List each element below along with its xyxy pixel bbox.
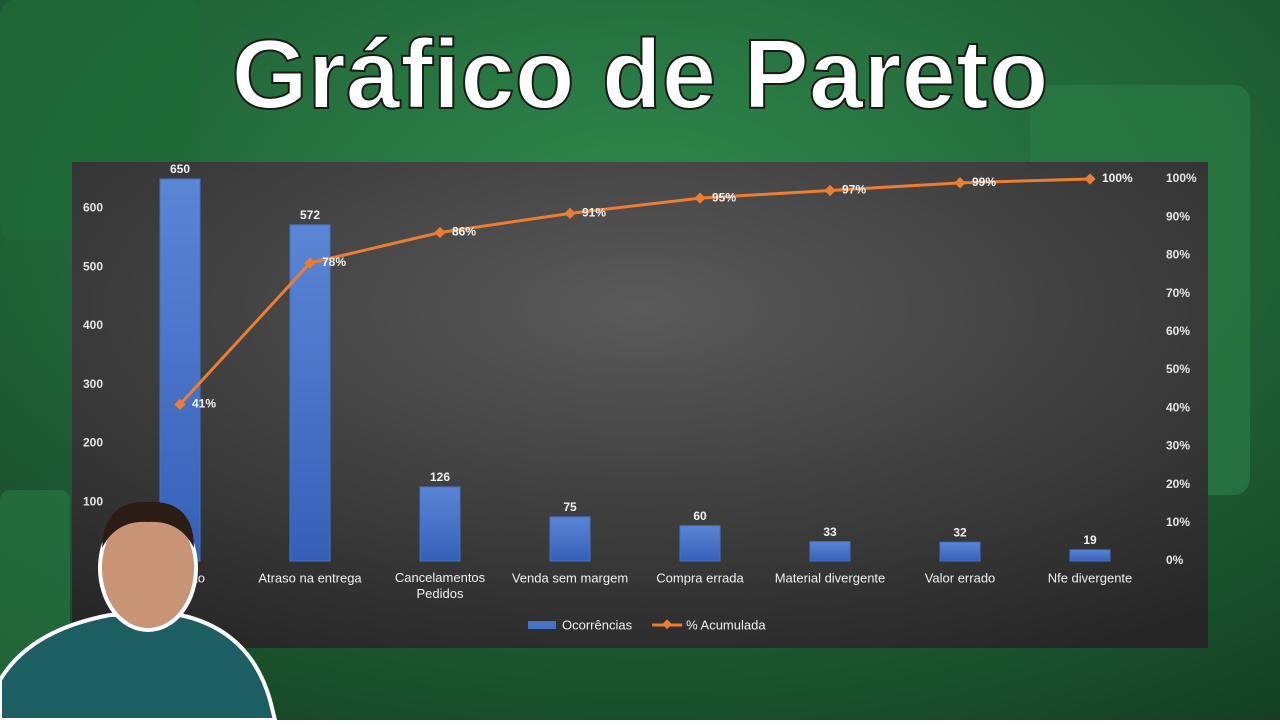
y2-tick-label: 20%	[1166, 477, 1190, 491]
marker	[694, 192, 706, 204]
data-label: 650	[170, 162, 190, 176]
legend-label: % Acumulada	[686, 617, 766, 632]
data-label: 19	[1083, 533, 1097, 547]
presenter	[0, 501, 278, 722]
y2-tick-label: 40%	[1166, 400, 1190, 414]
data-label: 78%	[322, 255, 346, 269]
bar	[289, 224, 331, 562]
x-tick-label: Venda sem margem	[512, 570, 628, 585]
data-label: 60	[693, 509, 707, 523]
y-tick-label: 200	[83, 436, 103, 450]
data-label: 572	[300, 208, 320, 222]
y-tick-label: 400	[83, 318, 103, 332]
data-label: 33	[823, 525, 837, 539]
bar	[939, 541, 981, 562]
y2-tick-label: 50%	[1166, 362, 1190, 376]
marker	[564, 207, 576, 220]
legend-swatch	[528, 621, 556, 629]
marker	[954, 177, 966, 189]
y-tick-label: 300	[83, 377, 103, 391]
bar	[679, 525, 721, 562]
chart-area	[72, 162, 1208, 648]
x-tick-label: Nfe divergente	[1048, 570, 1133, 585]
marker	[304, 257, 316, 269]
line	[178, 177, 1091, 406]
data-label: 86%	[452, 225, 476, 239]
y2-tick-label: 60%	[1166, 324, 1190, 338]
y2-tick-label: 70%	[1166, 286, 1190, 300]
bar	[1069, 549, 1111, 562]
x-tick-label: Material divergente	[775, 570, 886, 585]
data-label: 95%	[712, 190, 736, 204]
data-label: 100%	[1102, 171, 1133, 185]
x-tick-label: Atraso na entrega	[258, 570, 362, 585]
data-label: 97%	[842, 183, 866, 197]
y-tick-label: 100	[83, 494, 103, 508]
x-tick-label: Valor errado	[925, 570, 996, 585]
data-label: 126	[430, 470, 450, 484]
marker	[174, 398, 186, 411]
marker	[824, 184, 836, 197]
x-tick-label: Compra errada	[656, 570, 744, 585]
data-label: 99%	[972, 175, 996, 189]
y2-tick-label: 90%	[1166, 209, 1190, 223]
y2-tick-label: 30%	[1166, 439, 1190, 453]
x-tick-label: Cancelamentos Pedidos	[395, 570, 486, 601]
data-label: 41%	[192, 397, 216, 411]
bar	[159, 178, 201, 562]
bar	[549, 516, 591, 562]
data-label: 75	[563, 500, 577, 514]
bar	[419, 486, 461, 562]
y-tick-label: 500	[83, 259, 103, 273]
legend-label: Ocorrências	[562, 617, 633, 632]
y2-tick-label: 0%	[1166, 553, 1184, 567]
data-label: 91%	[582, 206, 606, 220]
y2-tick-label: 100%	[1166, 171, 1197, 185]
marker	[1084, 173, 1096, 185]
presenter-hair	[102, 501, 194, 548]
y2-tick-label: 80%	[1166, 248, 1190, 262]
marker	[434, 226, 446, 239]
y-tick-label: 600	[83, 201, 103, 215]
y2-tick-label: 10%	[1166, 515, 1190, 529]
data-label: 32	[953, 525, 967, 539]
legend-swatch	[662, 619, 673, 630]
bar	[809, 541, 851, 562]
title: Gráfico de Pareto	[232, 19, 1049, 129]
